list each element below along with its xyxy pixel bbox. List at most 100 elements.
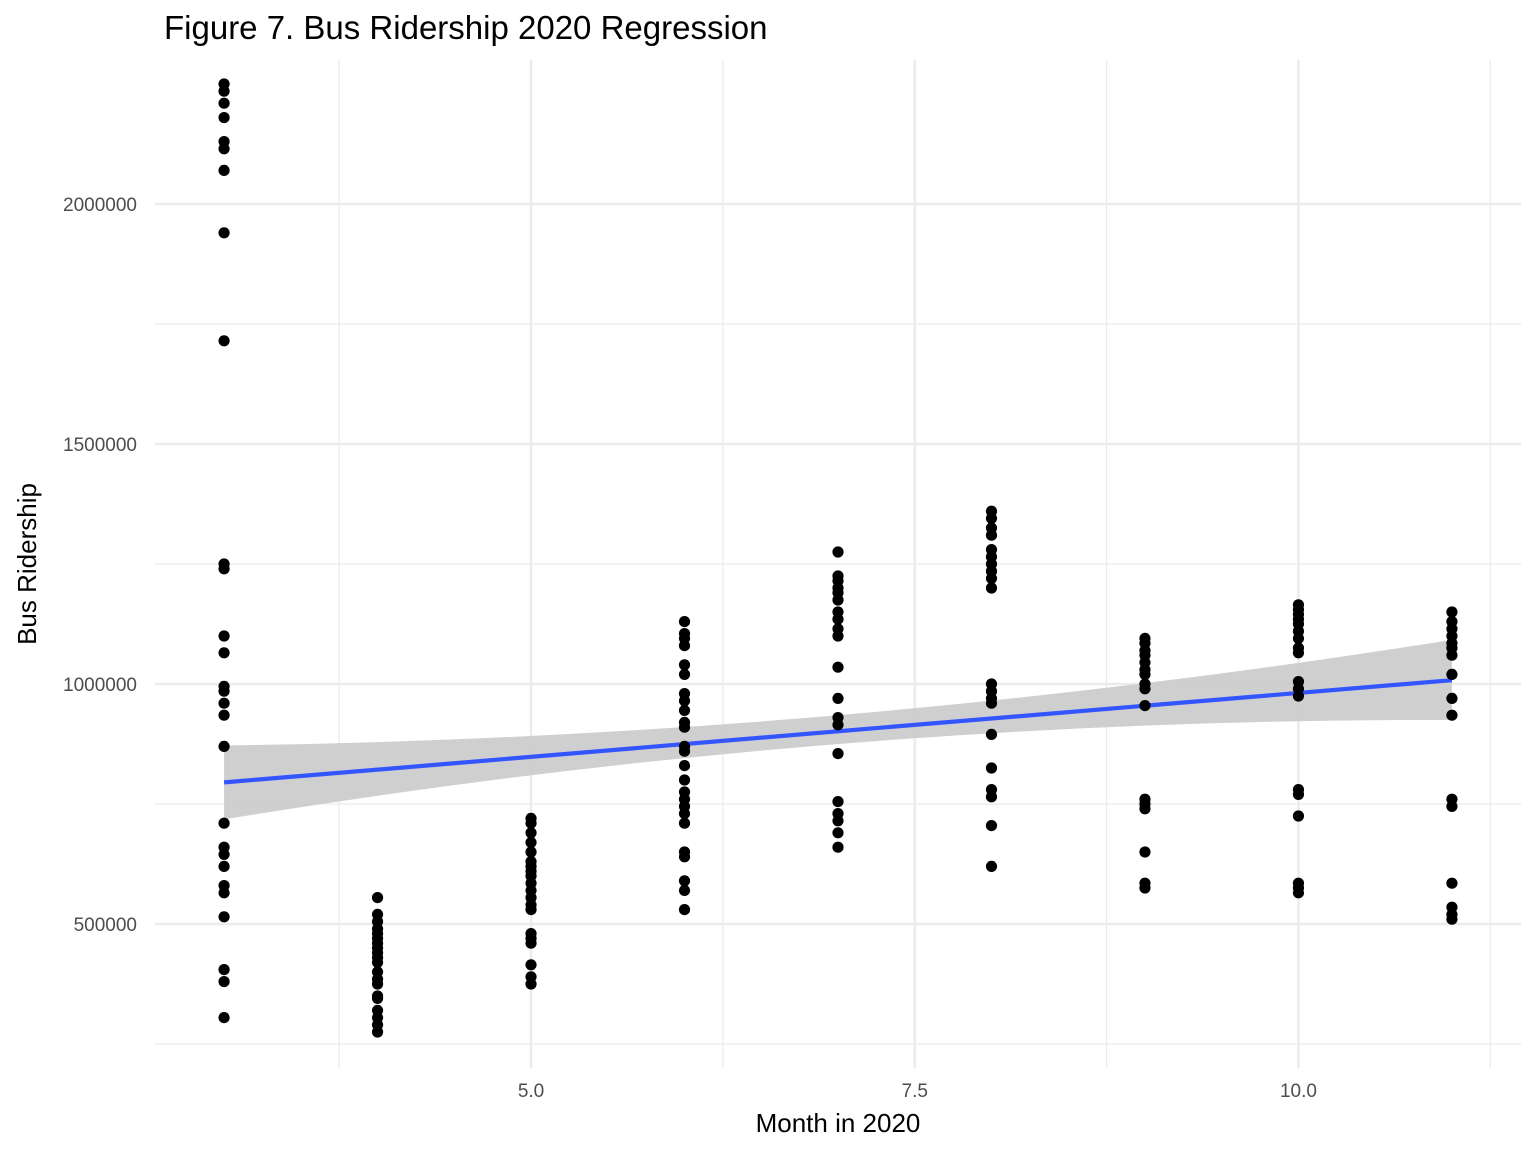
- chart-title: Figure 7. Bus Ridership 2020 Regression: [164, 9, 768, 46]
- data-point: [218, 164, 230, 176]
- data-point: [218, 685, 230, 697]
- data-point: [218, 143, 230, 155]
- data-point: [678, 774, 691, 786]
- data-point: [218, 697, 230, 709]
- data-point: [218, 647, 230, 659]
- regression-line: [223, 678, 1453, 785]
- data-point: [678, 851, 691, 863]
- data-point: [525, 827, 537, 839]
- data-point: [525, 836, 537, 849]
- data-point: [371, 978, 384, 990]
- data-point: [218, 976, 230, 988]
- data-point: [678, 616, 691, 628]
- y-tick-label: 500000: [74, 915, 137, 936]
- data-point: [1292, 788, 1305, 801]
- data-point: [371, 992, 384, 1005]
- y-tick-label: 2000000: [63, 195, 137, 216]
- data-point: [218, 709, 230, 721]
- data-point: [678, 904, 691, 916]
- data-point: [1446, 668, 1458, 681]
- data-point: [678, 875, 691, 887]
- data-point: [678, 760, 691, 772]
- data-point: [985, 697, 998, 709]
- data-point: [832, 692, 844, 705]
- data-point: [1292, 810, 1305, 822]
- data-point: [832, 748, 844, 760]
- data-point: [678, 695, 691, 707]
- data-point: [832, 661, 844, 673]
- data-point: [985, 762, 998, 774]
- data-point: [832, 827, 844, 839]
- x-axis-title: Month in 2020: [756, 1108, 921, 1138]
- data-point: [832, 613, 844, 625]
- data-point: [832, 546, 844, 558]
- data-point: [985, 791, 998, 803]
- data-point: [1292, 887, 1305, 899]
- data-point: [832, 815, 844, 827]
- x-tick-label: 10.0: [1280, 1081, 1317, 1102]
- data-point: [1139, 668, 1151, 681]
- data-point: [218, 85, 230, 97]
- data-point: [678, 721, 691, 733]
- y-tick-label: 1000000: [63, 675, 137, 696]
- data-point: [525, 959, 537, 971]
- data-point: [218, 335, 230, 347]
- data-point: [218, 964, 230, 976]
- data-point: [985, 820, 998, 832]
- data-point: [832, 841, 844, 853]
- data-point: [218, 97, 230, 109]
- x-tick-label: 7.5: [902, 1081, 928, 1102]
- data-point: [1292, 647, 1305, 659]
- data-point: [1292, 632, 1305, 645]
- data-point: [678, 704, 691, 717]
- data-point: [678, 640, 691, 652]
- data-point: [218, 911, 230, 923]
- data-points: [218, 78, 1458, 1038]
- y-tick-label: 1500000: [63, 435, 137, 456]
- x-axis-tick-labels: 5.0 7.5 10.0: [518, 1081, 1317, 1102]
- data-point: [1446, 606, 1458, 618]
- data-point: [985, 512, 998, 525]
- data-point: [1446, 877, 1458, 889]
- data-point: [1446, 709, 1458, 721]
- data-point: [371, 956, 384, 969]
- data-point: [1446, 692, 1458, 705]
- data-point: [218, 563, 230, 575]
- data-point: [371, 1026, 384, 1038]
- y-axis-title: Bus Ridership: [12, 483, 42, 645]
- data-point: [832, 594, 844, 606]
- data-point: [218, 112, 230, 124]
- data-point: [1139, 846, 1151, 858]
- data-point: [678, 745, 691, 757]
- data-point: [218, 848, 230, 861]
- data-point: [985, 572, 998, 585]
- data-point: [832, 630, 844, 642]
- data-point: [1139, 803, 1151, 815]
- data-point: [678, 659, 691, 671]
- data-point: [218, 887, 230, 899]
- data-point: [218, 860, 230, 873]
- data-point: [832, 796, 844, 808]
- data-point: [525, 904, 537, 916]
- data-point: [525, 817, 537, 829]
- data-point: [1292, 690, 1305, 702]
- data-point: [218, 227, 230, 239]
- data-point: [1139, 700, 1151, 712]
- x-tick-label: 5.0: [518, 1081, 544, 1102]
- data-point: [525, 937, 537, 949]
- data-point: [218, 1012, 230, 1024]
- data-point: [525, 978, 537, 990]
- data-point: [1446, 800, 1458, 813]
- data-point: [985, 582, 998, 594]
- data-point: [985, 529, 998, 541]
- data-point: [218, 817, 230, 829]
- data-point: [832, 719, 844, 731]
- data-point: [678, 808, 691, 820]
- data-point: [1139, 683, 1151, 695]
- data-point: [1139, 882, 1151, 894]
- data-point: [678, 884, 691, 897]
- data-point: [218, 740, 230, 753]
- data-point: [218, 630, 230, 642]
